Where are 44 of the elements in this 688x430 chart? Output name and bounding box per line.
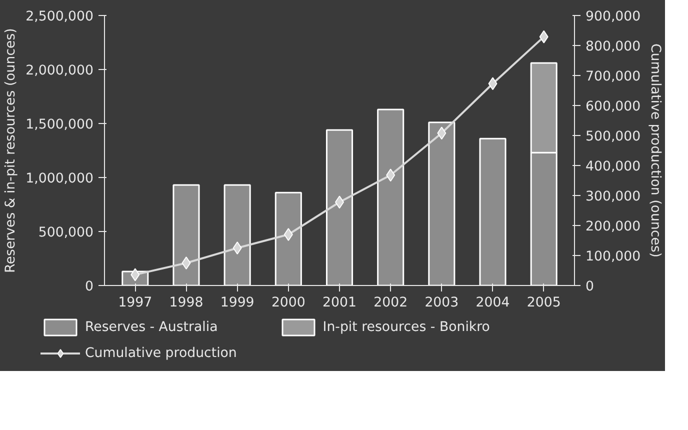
- x-tick-label: 2003: [424, 296, 459, 310]
- y2-tick-label: 200,000: [586, 220, 641, 234]
- point: [437, 126, 446, 140]
- point: [386, 168, 396, 182]
- x-tick-label: 2001: [322, 296, 356, 310]
- x-tick-label: 2004: [476, 296, 510, 310]
- x-tick-label: 1998: [169, 296, 204, 310]
- y-tick-label: 2,000,000: [26, 64, 94, 78]
- x-tick-label: 1997: [118, 296, 152, 310]
- y2-tick-label: 800,000: [586, 40, 641, 54]
- bar: [428, 122, 456, 286]
- y2-tick-label: 400,000: [586, 160, 641, 174]
- x-tick-label: 2005: [526, 296, 561, 310]
- x-tick-label: 2002: [374, 296, 408, 310]
- legend-label: Cumulative production: [85, 346, 237, 360]
- y-tick-label: 2,500,000: [26, 10, 94, 24]
- y2-tick-label: 600,000: [586, 100, 641, 114]
- y2-tick-label: 300,000: [586, 190, 641, 204]
- legend-label: Reserves - Australia: [85, 320, 218, 334]
- y-tick-label: 500,000: [38, 226, 94, 240]
- point: [284, 228, 293, 241]
- point: [488, 77, 498, 90]
- x-tick-label: 1999: [220, 296, 254, 310]
- point: [182, 256, 191, 270]
- bar: [326, 129, 354, 286]
- y2-tick-label: 100,000: [586, 250, 641, 264]
- y2-tick-label: 0: [586, 280, 594, 294]
- y2-axis-title: Cumulative production (ounces): [648, 43, 663, 258]
- y2-tick-label: 900,000: [586, 10, 641, 24]
- bar: [479, 138, 506, 286]
- y-tick-label: 0: [85, 280, 94, 294]
- y2-tick-label: 700,000: [586, 70, 641, 84]
- point: [539, 30, 548, 44]
- bar: [377, 108, 404, 286]
- bar: [172, 184, 200, 286]
- y-tick-label: 1,500,000: [26, 118, 94, 132]
- legend-label: In-pit resources - Bonikro: [322, 320, 490, 334]
- y2-tick-label: 500,000: [586, 130, 641, 144]
- bar: [274, 192, 302, 286]
- point: [232, 242, 242, 254]
- y-axis-title: Reserves & in-pit resources (ounces): [4, 28, 19, 273]
- bar: [224, 184, 251, 286]
- x-tick-label: 2000: [271, 296, 306, 310]
- y-tick-label: 1,000,000: [26, 172, 94, 186]
